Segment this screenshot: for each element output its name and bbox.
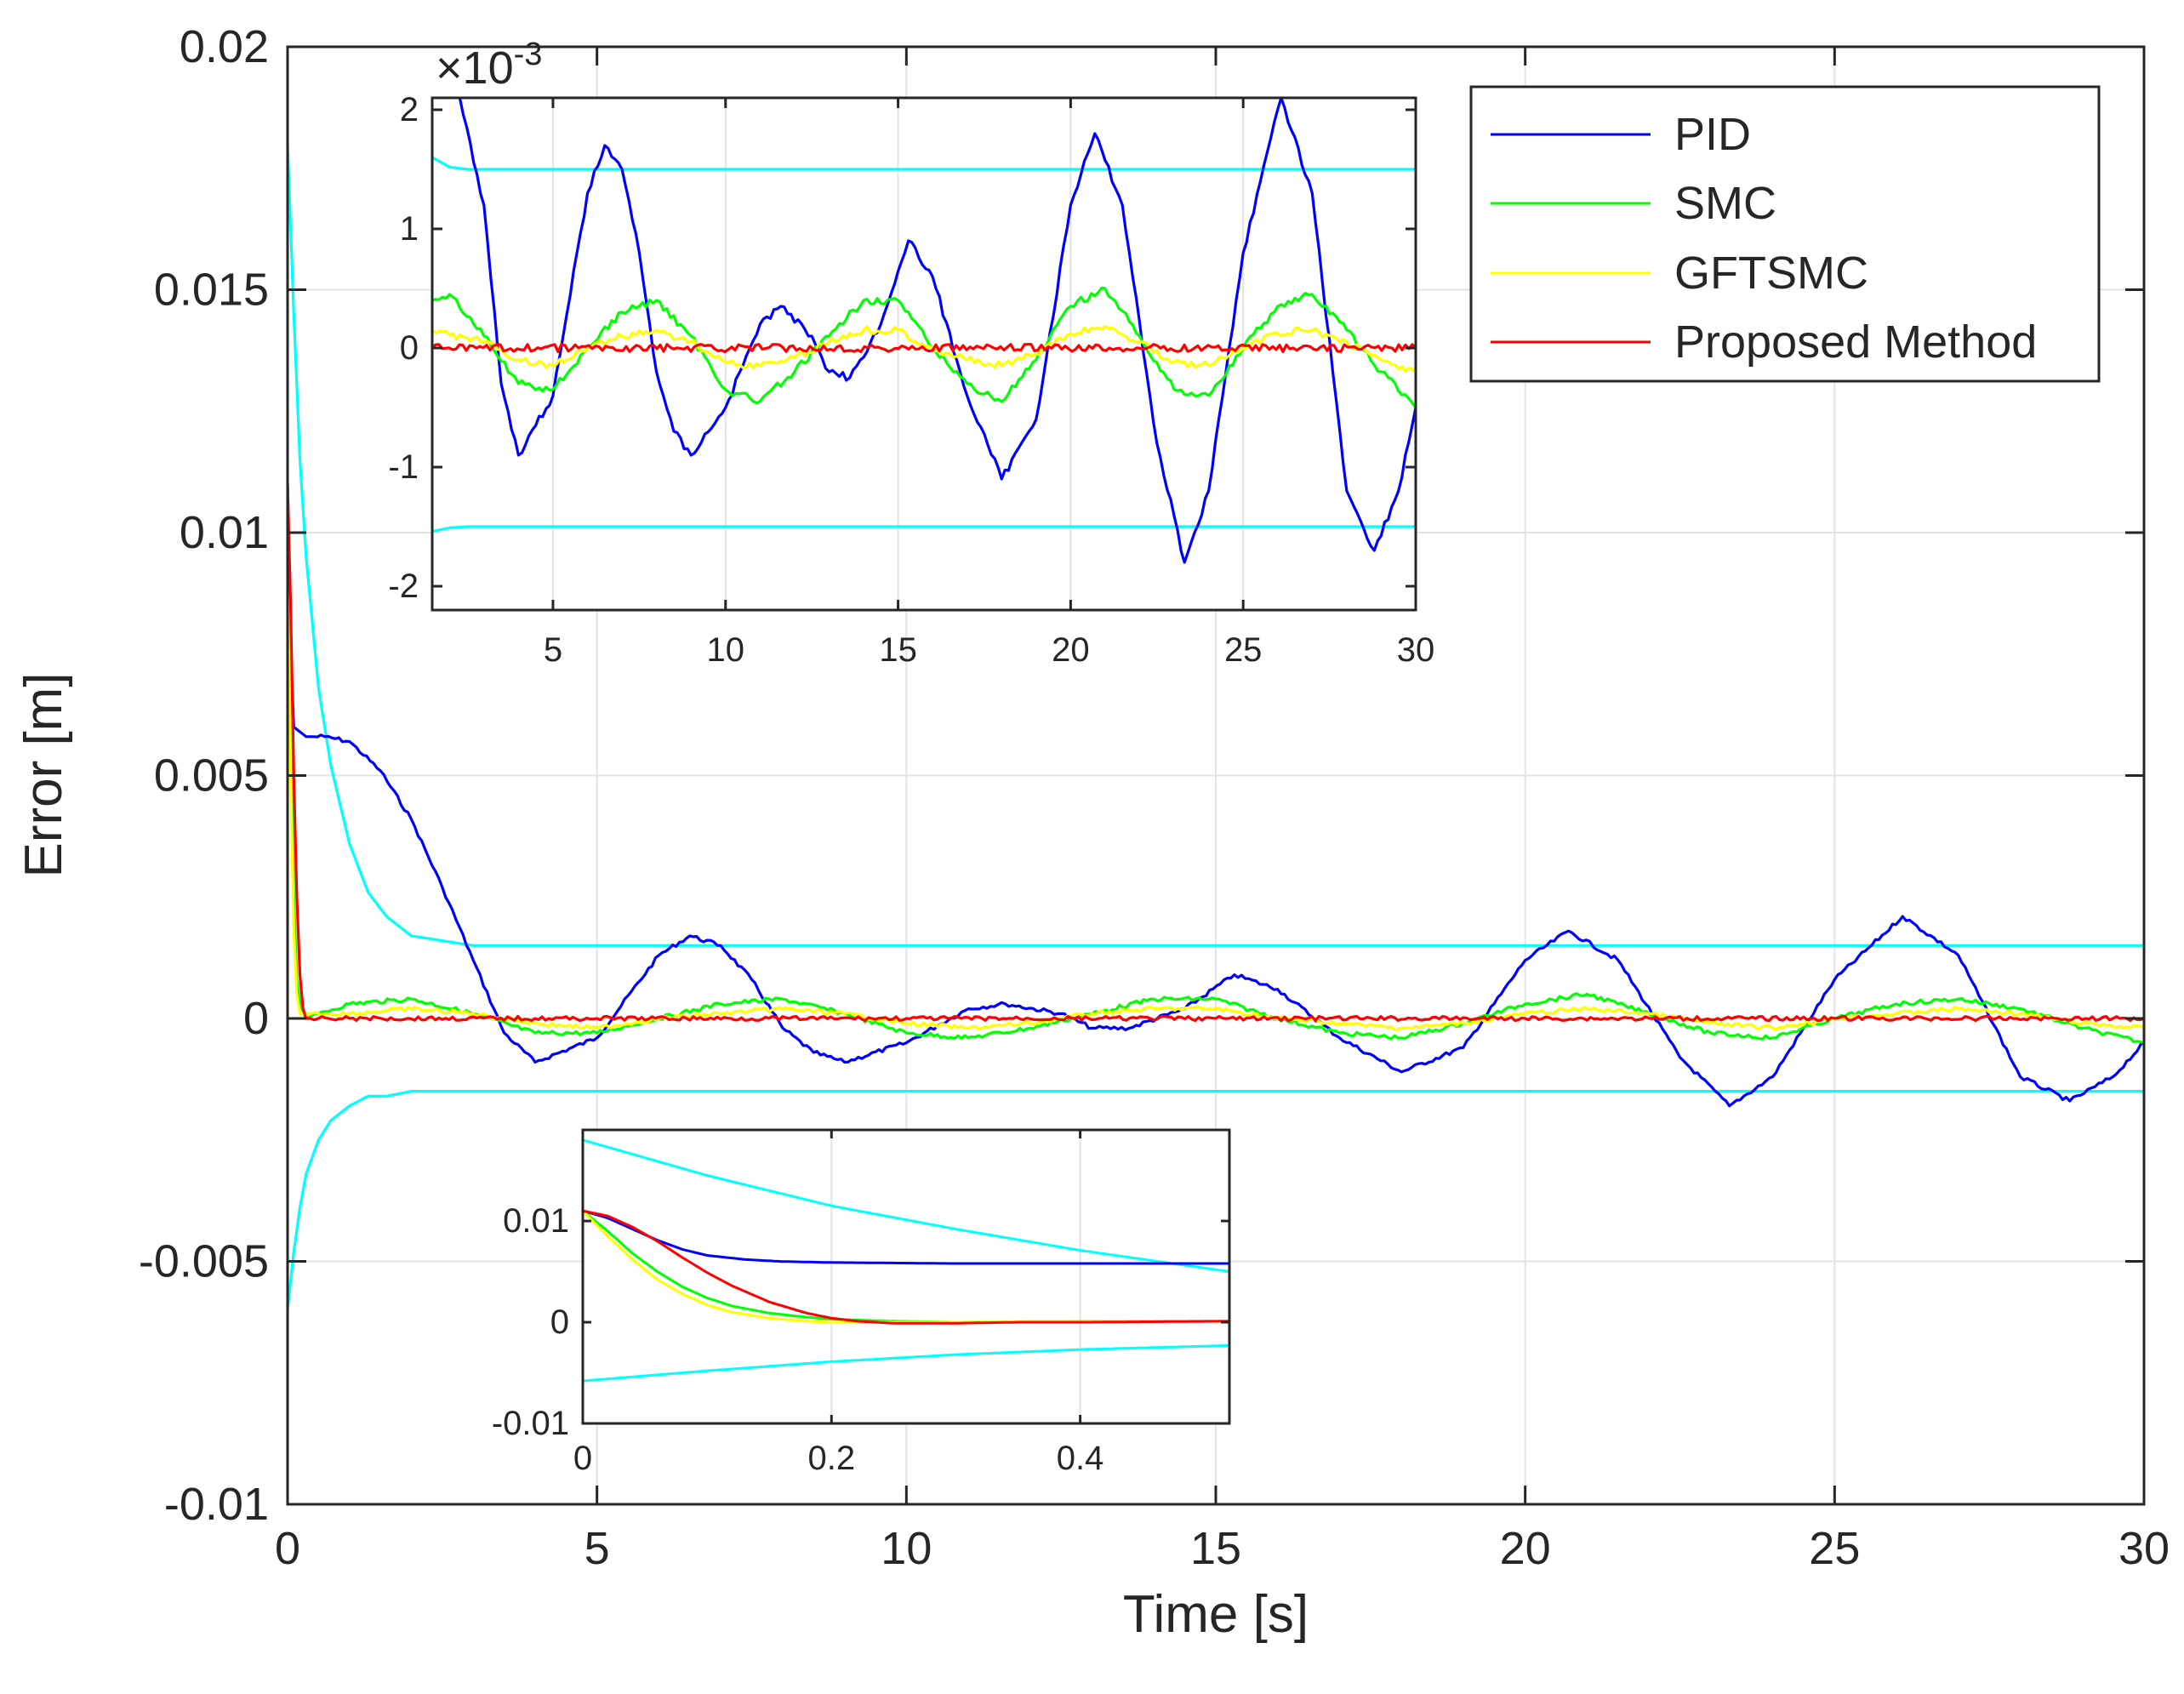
inset-top-series-proposed-method: [432, 343, 1416, 354]
legend-label-smc: SMC: [1674, 178, 1776, 229]
inset-bottom-xtick-label: 0: [573, 1440, 592, 1477]
inset-top-ytick-label: 1: [400, 210, 419, 248]
inset-bottom-xtick-label: 0.2: [808, 1440, 856, 1477]
top-inset-axes: 5 10 15 20 25 30 -2 -1 0 1 2 ×10-3: [388, 37, 1434, 669]
main-ytick-label: -0.01: [164, 1479, 269, 1530]
bottom-inset-grid: [830, 1130, 1081, 1423]
inset-bottom-ytick-label: 0: [550, 1303, 569, 1341]
inset-top-series-group: [432, 98, 1416, 564]
inset-top-series-gftsmc: [432, 325, 1416, 374]
inset-top-series-pid: [458, 98, 1416, 564]
inset-bottom-series-group: [583, 1138, 1229, 1383]
main-xtick-label: 15: [1190, 1523, 1241, 1574]
inset-top-ytick-label: -1: [388, 448, 419, 486]
main-ytick-label: 0.005: [154, 750, 269, 801]
main-ytick-label: -0.005: [139, 1236, 269, 1287]
inset-top-xtick-label: 15: [879, 631, 917, 669]
inset-bottom-ytick-label: -0.01: [492, 1405, 569, 1442]
main-ytick-label: 0: [243, 993, 269, 1044]
main-axes-frame: [286, 45, 2146, 1506]
legend-label-proposed-method: Proposed Method: [1674, 317, 2037, 368]
inset-top-ytick-label: -2: [388, 568, 419, 605]
main-series-pid: [288, 483, 2144, 1108]
inset-bottom-series-upper-bound: [583, 1138, 1229, 1274]
inset-bottom-ytick-label: 0.01: [503, 1202, 569, 1240]
inset-top-series-lower-bound: [432, 525, 1416, 533]
legend-entry-pid: PID: [1491, 109, 1751, 160]
top-inset-frame: [431, 96, 1417, 612]
main-series-lines: [288, 144, 2144, 1310]
main-xtick-label: 25: [1809, 1523, 1860, 1574]
main-series-proposed-method: [288, 483, 2144, 1023]
main-tick-labels: 0 5 10 15 20 25 30-0.01-0.00500.0050.010.0150.…: [139, 21, 2170, 1574]
main-xtick-label: 5: [584, 1523, 610, 1574]
top-inset-tick-marks: [432, 98, 1417, 610]
y-multiplier-exponent: -3: [514, 37, 543, 72]
main-series-lower-bound: [288, 1090, 2144, 1310]
legend-entry-gftsmc: GFTSMC: [1491, 248, 1868, 299]
legend-label-gftsmc: GFTSMC: [1674, 248, 1868, 299]
inset-top-xtick-label: 25: [1224, 631, 1263, 669]
top-inset-tick-labels: 5 10 15 20 25 30 -2 -1 0 1 2: [388, 91, 1434, 669]
inset-top-xtick-label: 20: [1052, 631, 1090, 669]
top-inset-series-lines: [432, 98, 1416, 564]
main-series-upper-bound: [288, 144, 2144, 947]
y-axis-label: Error [m]: [14, 672, 73, 877]
inset-bottom-series-proposed-method: [583, 1209, 1229, 1325]
inset-top-ytick-label: 2: [400, 91, 419, 128]
main-xtick-label: 10: [881, 1523, 932, 1574]
main-ytick-label: 0.02: [180, 21, 269, 72]
inset-bottom-series-pid: [583, 1209, 1229, 1265]
top-inset-plot-area: [432, 98, 1416, 610]
main-xtick-label: 20: [1500, 1523, 1551, 1574]
inset-top-xtick-label: 30: [1397, 631, 1435, 669]
main-xtick-label: 30: [2118, 1523, 2170, 1574]
inset-top-xtick-label: 10: [707, 631, 745, 669]
y-multiplier-prefix: ×10: [436, 43, 514, 94]
top-inset-grid: [551, 98, 1245, 610]
legend-entry-proposed-method: Proposed Method: [1491, 317, 2037, 368]
x-axis-label: Time [s]: [1123, 1585, 1309, 1644]
inset-top-xtick-label: 5: [544, 631, 562, 669]
main-ytick-label: 0.015: [154, 265, 269, 316]
main-series-group: [288, 144, 2144, 1310]
legend-entry-smc: SMC: [1491, 178, 1776, 229]
bottom-inset-frame: [581, 1128, 1231, 1425]
legend-box: [1469, 85, 2101, 383]
legend: PID SMC GFTSMC Proposed Method: [1469, 85, 2101, 383]
inset-top-series-smc: [432, 286, 1416, 408]
inset-bottom-series-lower-bound: [583, 1343, 1229, 1383]
main-xtick-label: 0: [275, 1523, 300, 1574]
y-multiplier: ×10-3: [436, 37, 542, 94]
inset-top-ytick-label: 0: [400, 329, 419, 367]
legend-label-pid: PID: [1674, 109, 1751, 160]
main-ytick-label: 0.01: [180, 507, 269, 558]
bottom-inset-series-lines: [583, 1138, 1229, 1383]
inset-bottom-xtick-label: 0.4: [1057, 1440, 1104, 1477]
bottom-inset-plot-area: [583, 1130, 1229, 1423]
